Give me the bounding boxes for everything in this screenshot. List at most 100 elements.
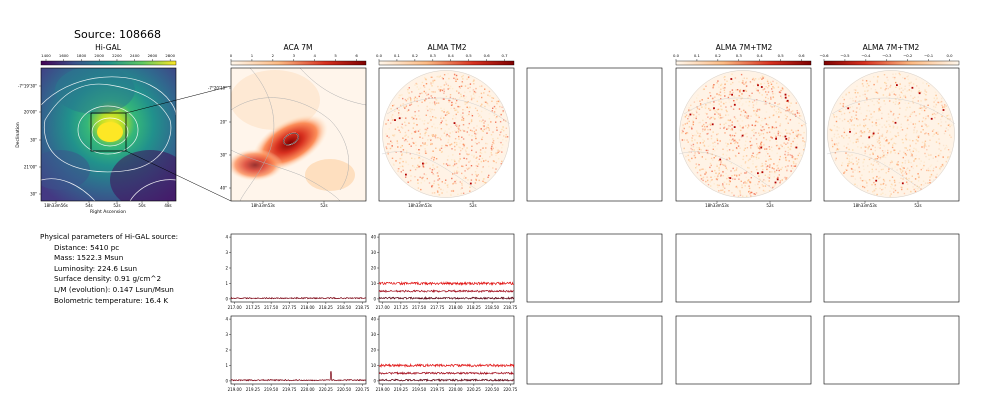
noise-pixel [724,187,726,189]
noise-pixel [892,120,894,123]
noise-pixel [831,137,833,140]
noise-pixel [497,100,500,102]
noise-pixel [479,149,482,151]
noise-pixel [862,185,864,188]
x-tick-label: 217.50 [412,305,426,310]
noise-pixel [722,163,724,166]
noise-pixel [447,186,449,188]
y-tick-label: 3 [225,332,228,337]
noise-pixel [432,80,434,83]
noise-pixel [778,148,780,150]
noise-pixel [892,127,894,129]
noise-pixel [739,192,741,194]
noise-pixel [851,106,854,108]
noise-pixel [749,118,751,120]
noise-pixel [458,92,460,94]
noise-pixel [442,78,444,80]
noise-pixel [437,175,439,177]
noise-pixel [912,102,915,104]
noise-pixel [467,153,469,156]
noise-pixel [765,111,768,113]
noise-pixel [841,135,843,137]
noise-pixel [469,90,471,93]
noise-pixel [856,185,858,187]
noise-pixel [473,79,475,81]
noise-pixel [438,76,440,78]
noise-pixel [835,143,838,145]
noise-pixel [906,127,909,130]
noise-pixel [786,99,789,102]
noise-pixel [785,129,787,131]
noise-pixel [494,171,496,174]
noise-pixel [454,117,457,119]
noise-pixel [866,86,868,88]
noise-pixel [439,75,442,77]
noise-pixel [414,168,417,171]
noise-pixel [872,134,875,136]
y-tick-label: 2 [225,348,228,353]
noise-pixel [485,109,487,111]
noise-pixel [796,110,798,112]
noise-pixel [405,161,407,164]
noise-pixel [923,145,925,147]
noise-pixel [907,159,910,162]
noise-pixel [780,97,783,99]
noise-pixel [736,142,739,144]
noise-pixel [714,149,716,152]
noise-pixel [710,124,712,126]
noise-pixel [398,129,400,132]
noise-pixel [876,193,878,196]
noise-pixel [833,135,835,138]
noise-pixel [760,133,762,135]
combo2-axes: 18h33m53s 52s [853,201,922,208]
noise-pixel [787,154,789,156]
noise-pixel [909,149,911,151]
noise-pixel [711,98,714,100]
noise-pixel [841,120,844,122]
noise-pixel [719,91,722,93]
noise-pixel [944,104,946,106]
noise-pixel [710,137,713,140]
noise-pixel [409,104,411,106]
noise-pixel [908,169,911,172]
noise-pixel [475,179,477,182]
noise-pixel [400,126,403,128]
noise-pixel [871,125,874,127]
noise-pixel [398,168,400,170]
noise-pixel [901,129,904,131]
noise-pixel [691,137,693,140]
noise-pixel [731,139,733,141]
noise-pixel [493,142,495,145]
noise-pixel [467,168,469,171]
noise-pixel [740,98,742,100]
noise-pixel [768,155,771,157]
noise-pixel [784,176,786,179]
noise-pixel [725,142,727,144]
noise-pixel [870,134,873,136]
noise-pixel [758,147,760,149]
noise-pixel [860,146,862,148]
noise-pixel [692,146,695,148]
noise-pixel [882,94,885,96]
higal-colorbar-ticks: 1400 1600 1800 2000 2200 2400 2600 2800 [41,53,176,61]
noise-pixel [484,88,486,90]
noise-pixel [864,150,866,152]
noise-pixel [917,136,920,139]
noise-pixel [447,73,449,75]
noise-pixel [910,155,912,157]
noise-pixel [945,144,948,147]
noise-pixel [469,106,471,109]
noise-pixel [773,109,775,111]
noise-pixel [717,113,720,115]
noise-pixel [779,125,781,127]
noise-pixel [725,122,727,124]
noise-pixel [757,114,759,117]
noise-pixel [726,127,729,130]
noise-pixel [471,154,473,156]
tm2-axes: 18h33m53s 52s [408,201,477,208]
noise-pixel [786,169,788,172]
noise-pixel [460,95,463,98]
noise-pixel [453,182,455,184]
noise-pixel [767,165,769,167]
noise-pixel [800,154,802,157]
